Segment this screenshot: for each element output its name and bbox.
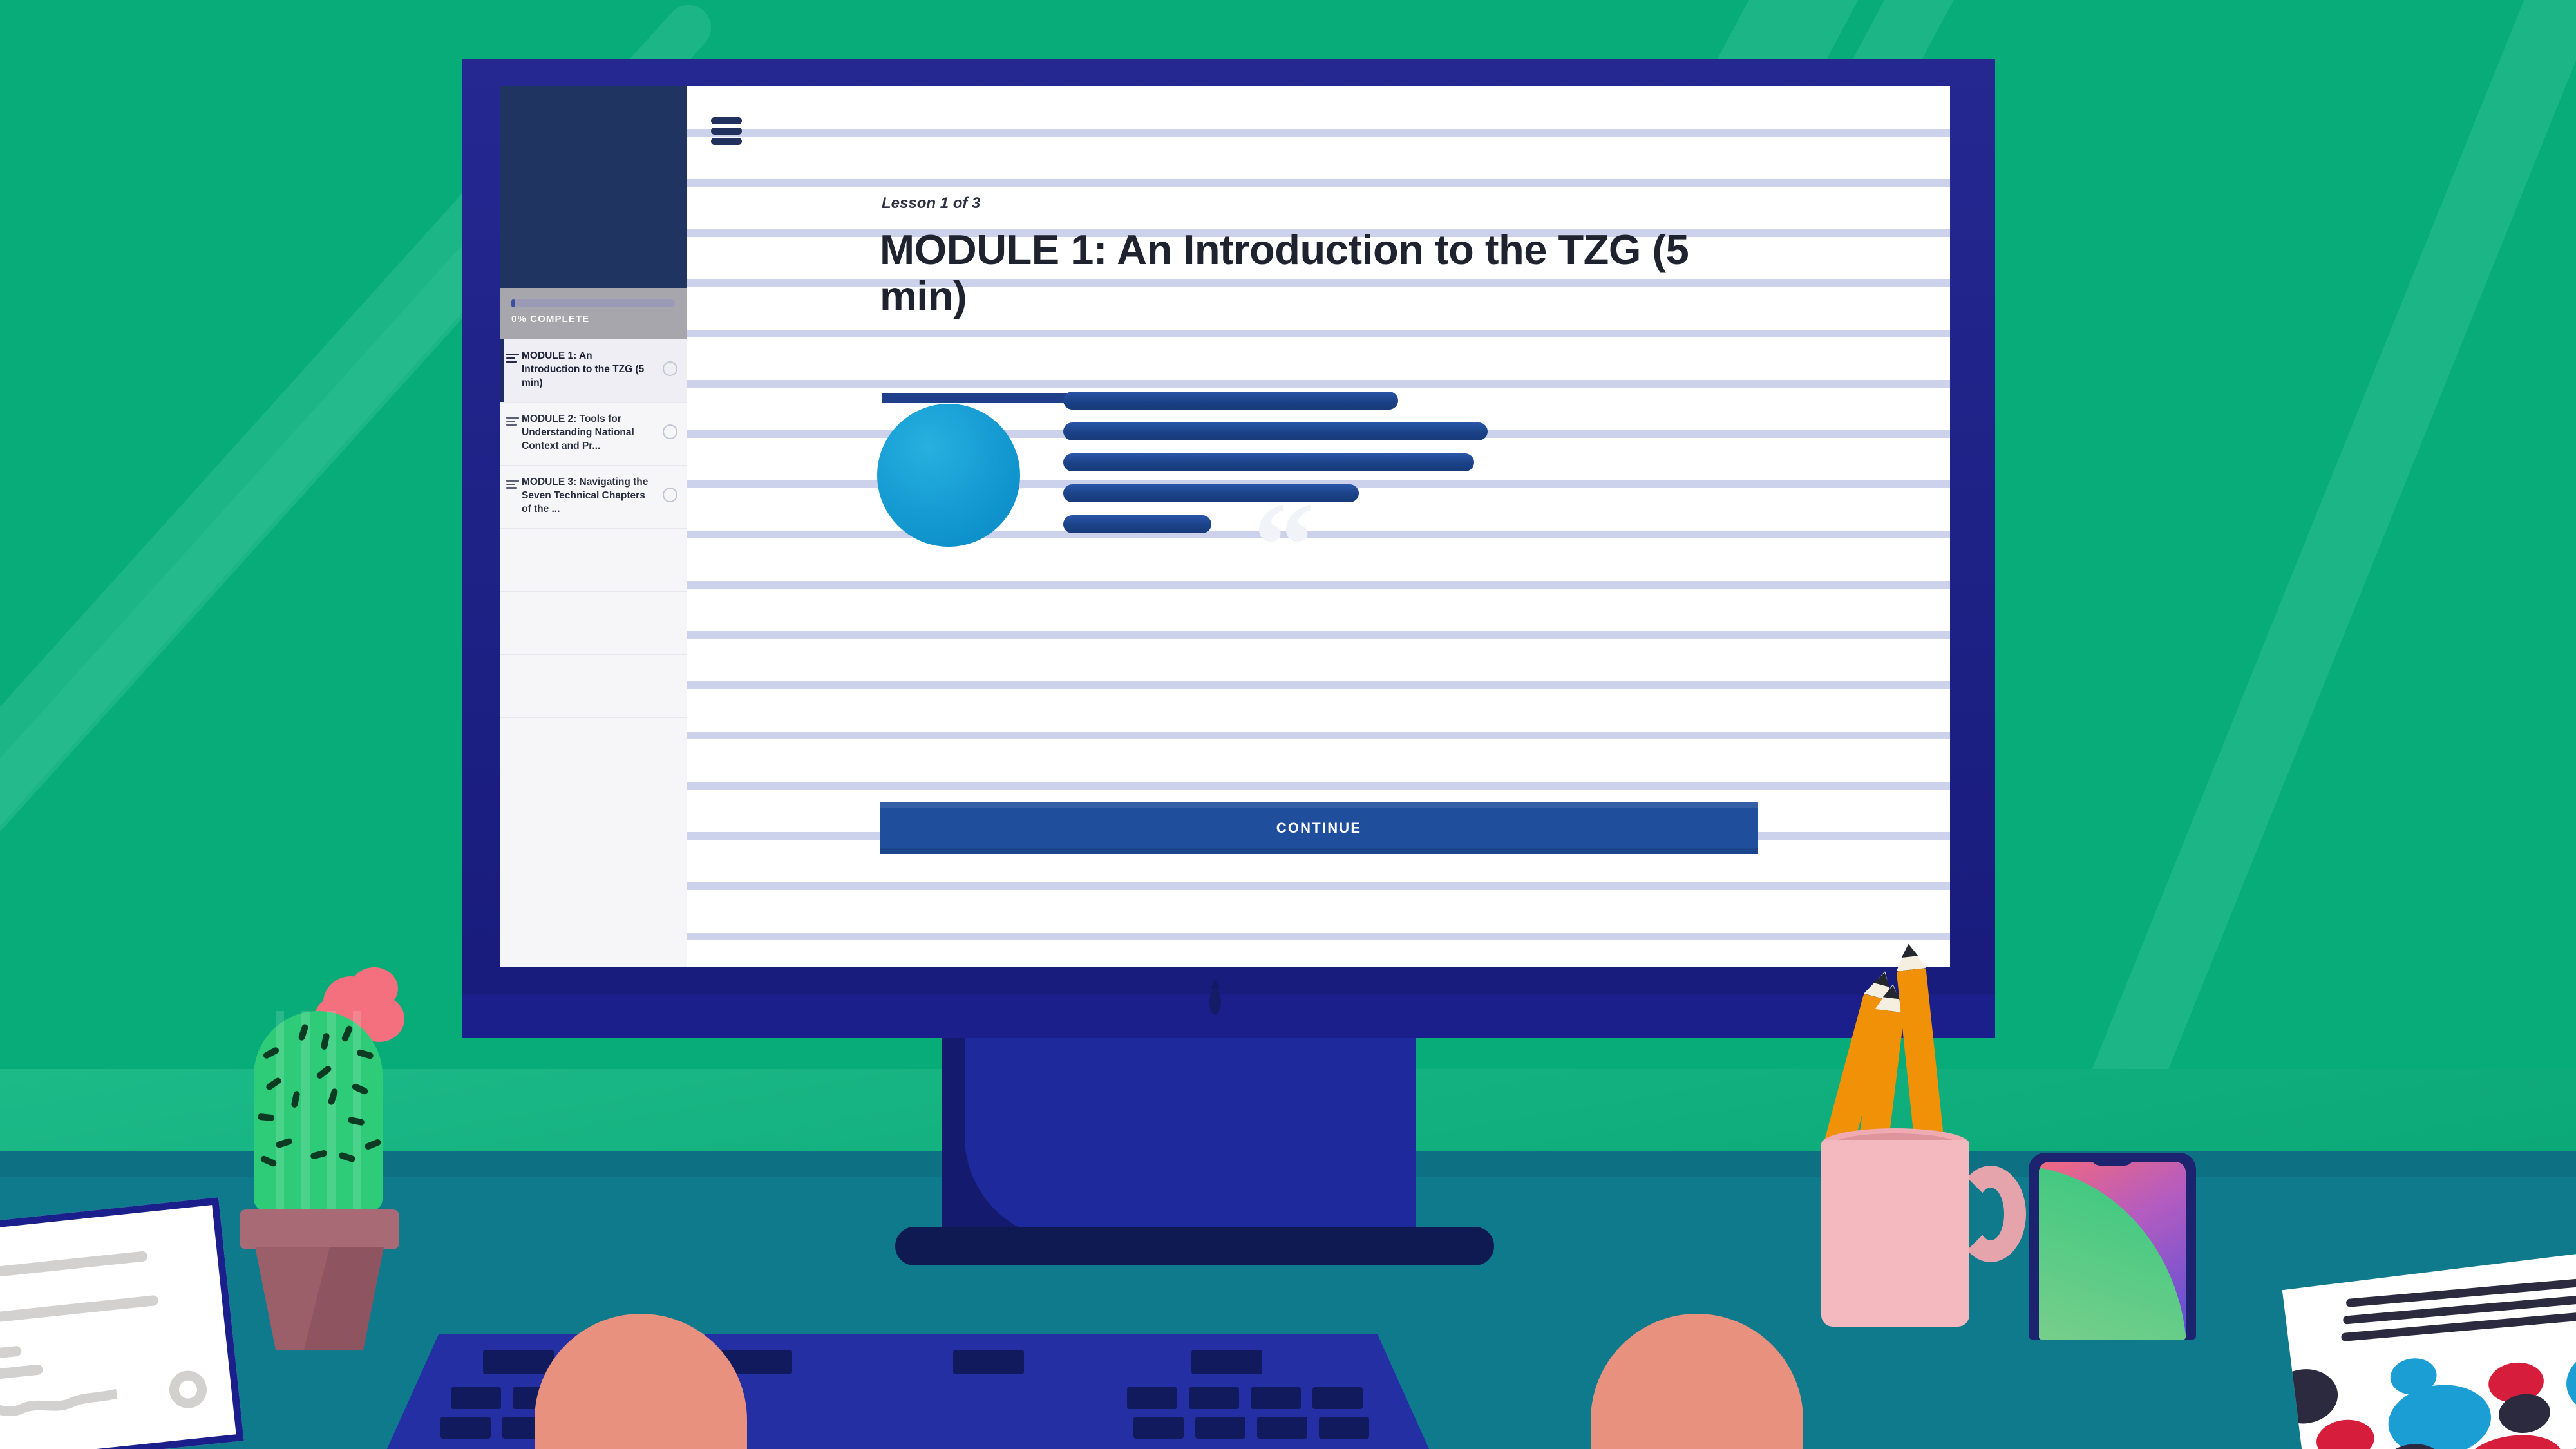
monitor-chin bbox=[462, 994, 1995, 1038]
phone-notch bbox=[2091, 1153, 2134, 1166]
cactus-body bbox=[254, 1011, 383, 1211]
sidebar-item-module-3[interactable]: MODULE 3: Navigating the Seven Technical… bbox=[500, 466, 687, 529]
title-divider-rule bbox=[882, 393, 1068, 402]
monitor-brand-logo bbox=[1209, 980, 1221, 1015]
sidebar-filler-row bbox=[500, 592, 687, 655]
computer-monitor: 0% COMPLETE MODULE 1: An Introduction to… bbox=[462, 59, 1995, 1038]
paper-stamp-circle bbox=[167, 1368, 209, 1410]
sidebar-filler-row bbox=[500, 907, 687, 967]
sidebar-item-label: MODULE 2: Tools for Understanding Nation… bbox=[522, 413, 634, 451]
phone-wallpaper-shape bbox=[2039, 1166, 2186, 1340]
text-placeholder-bar bbox=[1063, 392, 1398, 410]
progress-bar-track bbox=[511, 299, 675, 307]
lesson-lines-icon bbox=[506, 480, 519, 489]
monitor-stand-shape bbox=[965, 1034, 1416, 1240]
quote-watermark: “ bbox=[1253, 478, 1314, 613]
lesson-lines-icon bbox=[506, 354, 519, 363]
progress-label: 0% COMPLETE bbox=[511, 314, 590, 325]
lesson-counter: Lesson 1 of 3 bbox=[882, 194, 981, 212]
progress-bar-fill bbox=[511, 299, 515, 307]
sidebar-item-module-1[interactable]: MODULE 1: An Introduction to the TZG (5 … bbox=[500, 339, 687, 402]
monitor-stand-base bbox=[895, 1227, 1494, 1265]
sidebar-filler-row bbox=[500, 718, 687, 781]
completion-circle-icon[interactable] bbox=[663, 424, 677, 439]
sidebar-filler-row bbox=[500, 529, 687, 592]
text-placeholder-group bbox=[1063, 392, 1739, 546]
sidebar-item-label: MODULE 3: Navigating the Seven Technical… bbox=[522, 477, 649, 515]
sidebar-item-label: MODULE 1: An Introduction to the TZG (5 … bbox=[522, 350, 645, 388]
continue-button[interactable]: CONTINUE bbox=[880, 802, 1758, 854]
mug-body bbox=[1821, 1140, 1969, 1327]
monitor-screen: 0% COMPLETE MODULE 1: An Introduction to… bbox=[500, 86, 1950, 967]
text-placeholder-bar bbox=[1063, 453, 1474, 471]
lesson-lines-icon bbox=[506, 417, 519, 426]
course-progress-section: 0% COMPLETE bbox=[500, 288, 687, 339]
completion-circle-icon[interactable] bbox=[663, 488, 677, 502]
circle-image-placeholder bbox=[877, 404, 1020, 547]
text-placeholder-bar bbox=[1063, 515, 1211, 533]
lesson-content-area: Lesson 1 of 3 MODULE 1: An Introduction … bbox=[687, 86, 1950, 967]
text-placeholder-bar bbox=[1063, 422, 1488, 440]
completion-circle-icon[interactable] bbox=[663, 361, 677, 376]
hamburger-menu-icon[interactable] bbox=[711, 117, 742, 146]
continue-button-label: CONTINUE bbox=[1276, 820, 1362, 836]
pencil-mug bbox=[1797, 953, 2026, 1327]
sidebar-item-module-2[interactable]: MODULE 2: Tools for Understanding Nation… bbox=[500, 402, 687, 466]
course-sidebar: 0% COMPLETE MODULE 1: An Introduction to… bbox=[500, 86, 687, 967]
signature-squiggle bbox=[0, 1388, 118, 1418]
phone-screen bbox=[2039, 1162, 2186, 1340]
sidebar-filler-row bbox=[500, 655, 687, 718]
notebook-paper-left bbox=[0, 1197, 244, 1449]
smartphone[interactable] bbox=[2029, 1153, 2196, 1340]
page-title: MODULE 1: An Introduction to the TZG (5 … bbox=[880, 226, 1689, 319]
text-placeholder-bar bbox=[1063, 484, 1359, 502]
sidebar-filler-row bbox=[500, 844, 687, 907]
potted-cactus bbox=[225, 960, 412, 1350]
module-list: MODULE 1: An Introduction to the TZG (5 … bbox=[500, 339, 687, 967]
sidebar-filler-row bbox=[500, 781, 687, 844]
sidebar-header bbox=[500, 86, 687, 288]
plant-pot-rim bbox=[240, 1209, 399, 1249]
